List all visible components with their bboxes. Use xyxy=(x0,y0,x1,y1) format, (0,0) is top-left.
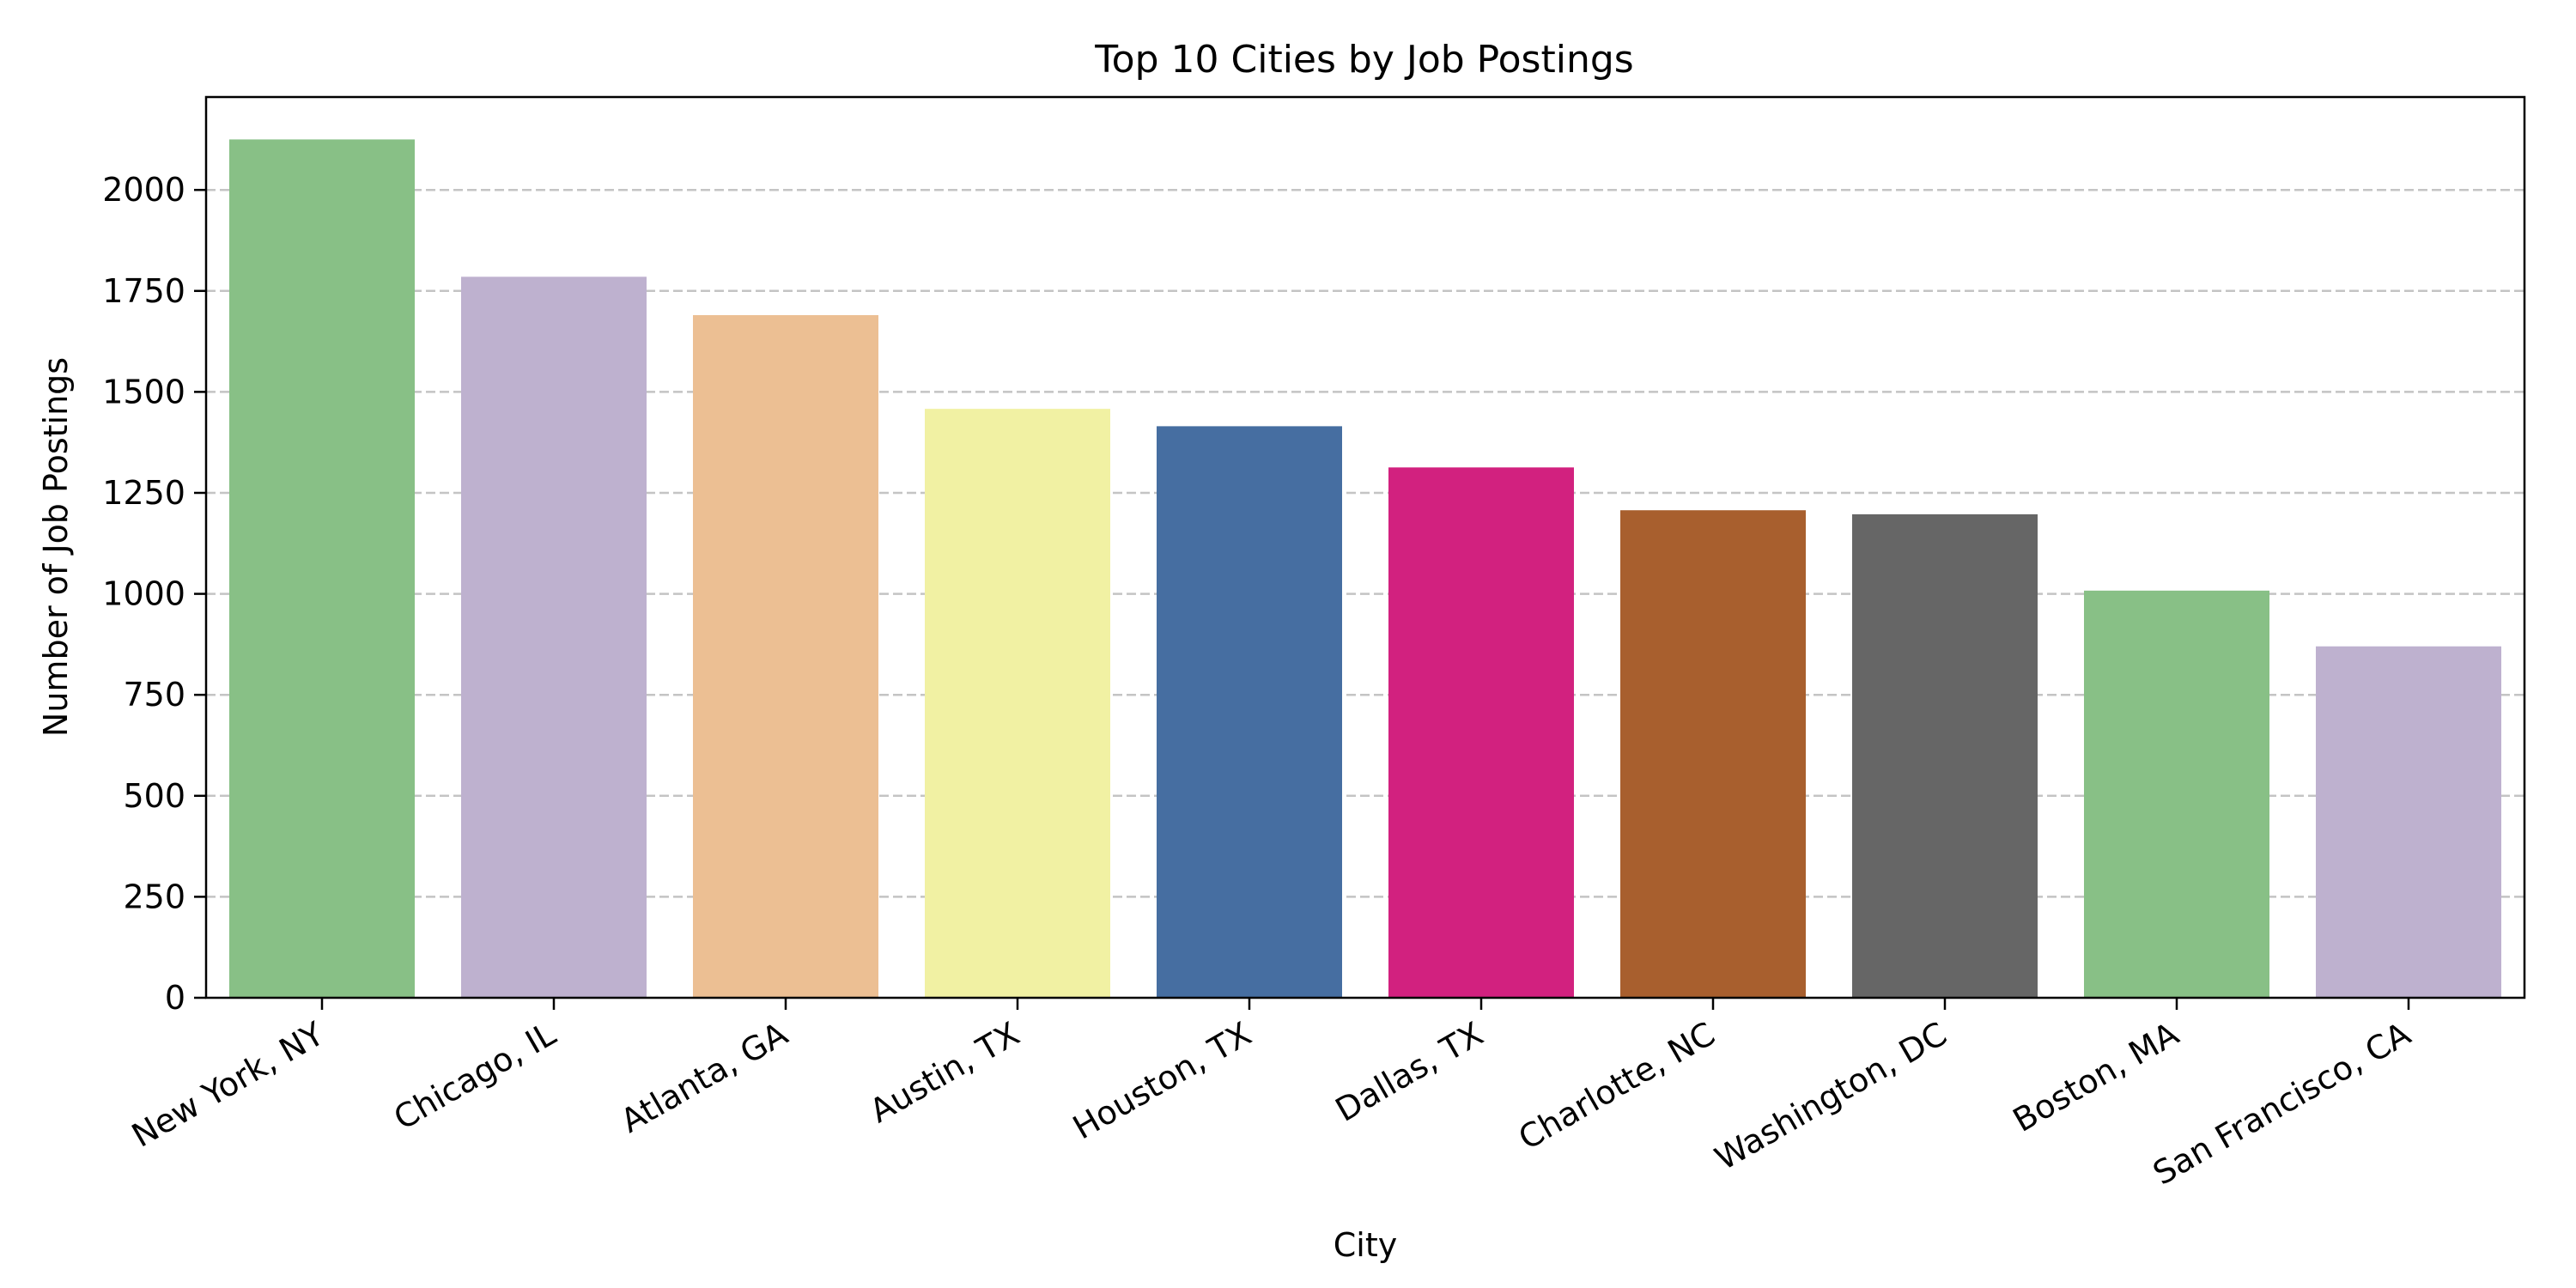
bar xyxy=(925,409,1110,998)
y-tick-label: 500 xyxy=(123,777,185,815)
bar xyxy=(2316,646,2501,998)
y-tick-label: 250 xyxy=(123,878,185,915)
bar xyxy=(1157,426,1342,999)
x-tick-label: New York, NY xyxy=(125,1014,331,1154)
bar xyxy=(1852,513,2038,998)
y-tick-label: 2000 xyxy=(102,171,185,209)
bar xyxy=(1620,510,1806,998)
x-tick-label: Houston, TX xyxy=(1066,1015,1257,1147)
x-tick-label: Boston, MA xyxy=(2007,1015,2185,1139)
bar xyxy=(1388,467,1574,998)
plot-frame xyxy=(204,95,2526,999)
y-tick-label: 1750 xyxy=(102,272,185,310)
y-tick-label: 1250 xyxy=(102,474,185,512)
bar xyxy=(2084,590,2269,998)
y-tick-label: 1000 xyxy=(102,575,185,613)
y-tick-label: 1500 xyxy=(102,373,185,410)
bar xyxy=(229,139,415,998)
x-tick-label: Dallas, TX xyxy=(1329,1015,1490,1129)
x-tick-label: Atlanta, GA xyxy=(614,1015,793,1140)
y-tick-label: 750 xyxy=(123,676,185,714)
y-tick-label: 0 xyxy=(165,979,185,1017)
y-axis-ticks: 0 250 500 750 1000 1250 1500 1750 2000 xyxy=(102,171,206,1017)
x-tick-label: Charlotte, NC xyxy=(1512,1015,1721,1157)
y-axis-label: Number of Job Postings xyxy=(37,357,75,737)
x-tick-label: Washington, DC xyxy=(1709,1015,1953,1178)
x-axis-ticks: New York, NY Chicago, IL Atlanta, GA Austin… xyxy=(125,998,2417,1193)
bar xyxy=(461,276,647,998)
x-tick-label: Austin, TX xyxy=(864,1015,1026,1131)
chart-title: Top 10 Cities by Job Postings xyxy=(1094,38,1633,82)
bar xyxy=(693,315,878,998)
bars xyxy=(229,139,2501,999)
x-tick-label: Chicago, IL xyxy=(387,1015,562,1138)
x-tick-label: San Francisco, CA xyxy=(2147,1015,2416,1193)
x-axis-label: City xyxy=(1334,1226,1397,1264)
